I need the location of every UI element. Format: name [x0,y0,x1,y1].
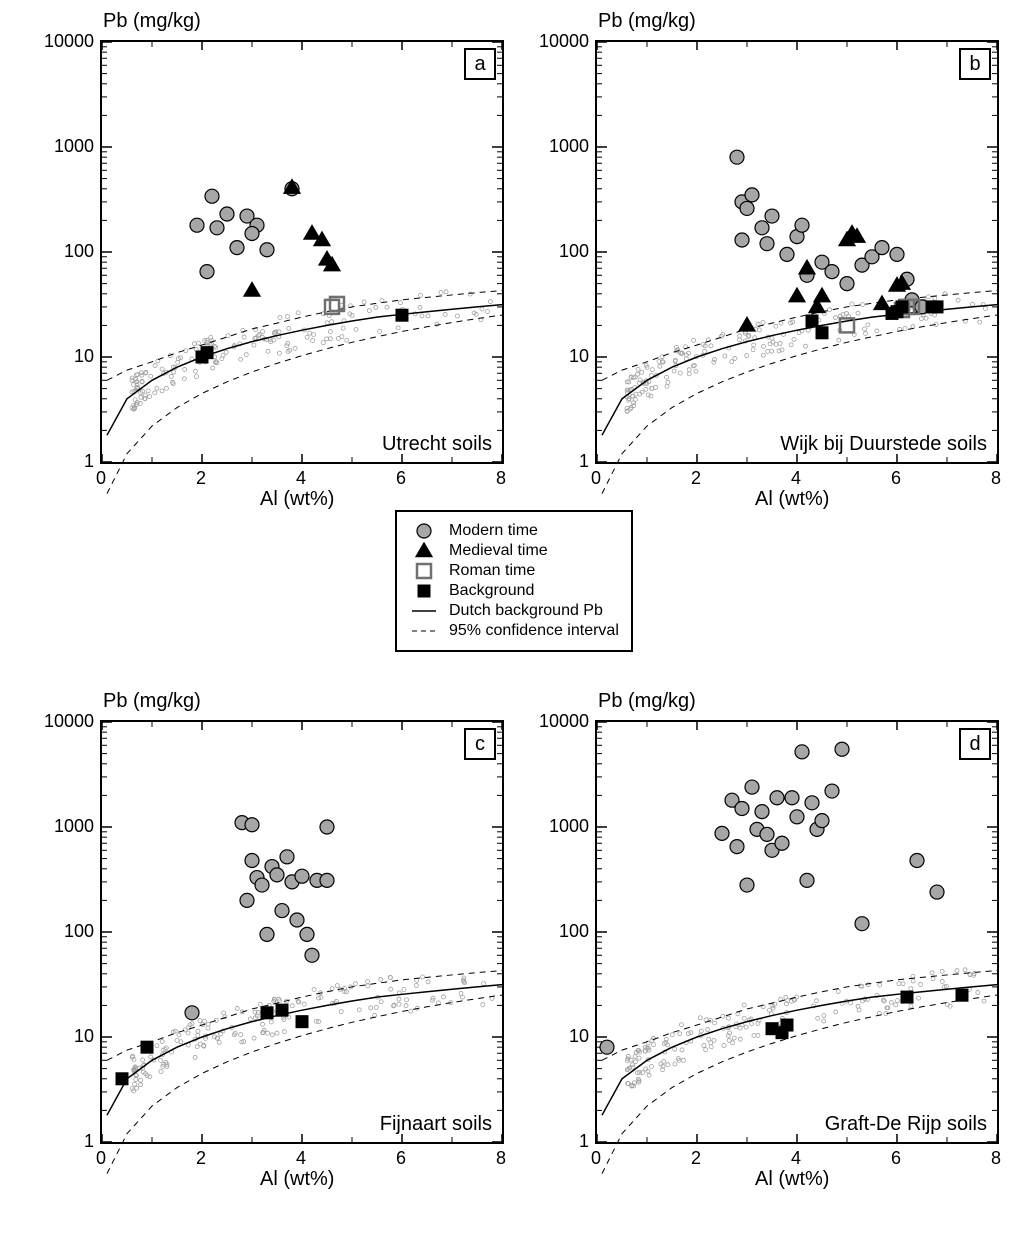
xtick-label: 4 [791,1148,801,1169]
legend-item: Background [409,582,619,600]
xtick-label: 0 [96,1148,106,1169]
legend-item: Medieval time [409,542,619,560]
panel-title: Utrecht soils [382,433,492,456]
ytick-label: 1 [579,1131,589,1152]
legend-label: 95% confidence interval [449,622,619,640]
panel-letter: d [959,728,991,760]
legend-label: Medieval time [449,542,548,560]
legend-label: Background [449,582,534,600]
legend-symbol [409,562,439,580]
ytick-label: 1000 [549,816,589,837]
legend-label: Dutch background Pb [449,602,603,620]
x-axis-label: Al (wt%) [755,1168,829,1191]
ytick-label: 10000 [539,711,589,732]
xtick-label: 8 [991,468,1001,489]
panel-c: 02468110100100010000cFijnaart soils [100,720,504,1144]
legend-symbol [409,622,439,640]
legend-symbol [409,582,439,600]
panel-title: Wijk bij Duurstede soils [780,433,987,456]
xtick-label: 0 [591,468,601,489]
legend: Modern time Medieval time Roman time Backgr… [395,510,633,652]
xtick-label: 6 [891,468,901,489]
ytick-label: 10 [569,346,589,367]
ytick-label: 100 [559,921,589,942]
xtick-label: 0 [591,1148,601,1169]
legend-label: Roman time [449,562,535,580]
xtick-label: 0 [96,468,106,489]
legend-item: Dutch background Pb [409,602,619,620]
ytick-label: 100 [64,921,94,942]
ytick-label: 10 [74,346,94,367]
xtick-label: 8 [496,468,506,489]
xtick-label: 2 [196,468,206,489]
x-axis-label: Al (wt%) [755,488,829,511]
ytick-label: 1000 [54,816,94,837]
legend-symbol [409,542,439,560]
legend-symbol [409,602,439,620]
ytick-label: 1000 [54,136,94,157]
legend-symbol [409,522,439,540]
y-axis-label: Pb (mg/kg) [598,10,696,33]
ytick-label: 10000 [539,31,589,52]
ytick-label: 10 [74,1026,94,1047]
ytick-label: 10000 [44,31,94,52]
xtick-label: 8 [496,1148,506,1169]
panel-b: 02468110100100010000bWijk bij Duurstede … [595,40,999,464]
xtick-label: 2 [691,468,701,489]
x-axis-label: Al (wt%) [260,488,334,511]
xtick-label: 2 [196,1148,206,1169]
figure-root: 02468110100100010000aUtrecht soilsPb (mg… [0,0,1024,1233]
y-axis-label: Pb (mg/kg) [103,10,201,33]
x-axis-label: Al (wt%) [260,1168,334,1191]
panel-a: 02468110100100010000aUtrecht soils [100,40,504,464]
ytick-label: 100 [64,241,94,262]
xtick-label: 4 [296,468,306,489]
panel-title: Fijnaart soils [380,1113,492,1136]
ytick-label: 1 [579,451,589,472]
legend-item: Roman time [409,562,619,580]
ytick-label: 1 [84,1131,94,1152]
ytick-label: 10 [569,1026,589,1047]
xtick-label: 4 [791,468,801,489]
panel-letter: b [959,48,991,80]
xtick-label: 6 [396,1148,406,1169]
legend-item: Modern time [409,522,619,540]
panel-letter: c [464,728,496,760]
ytick-label: 1000 [549,136,589,157]
panel-letter: a [464,48,496,80]
ytick-label: 100 [559,241,589,262]
legend-item: 95% confidence interval [409,622,619,640]
panel-d: 02468110100100010000dGraft-De Rijp soils [595,720,999,1144]
y-axis-label: Pb (mg/kg) [598,690,696,713]
legend-label: Modern time [449,522,538,540]
ytick-label: 1 [84,451,94,472]
xtick-label: 6 [891,1148,901,1169]
xtick-label: 8 [991,1148,1001,1169]
ytick-label: 10000 [44,711,94,732]
xtick-label: 2 [691,1148,701,1169]
panel-title: Graft-De Rijp soils [825,1113,987,1136]
xtick-label: 6 [396,468,406,489]
y-axis-label: Pb (mg/kg) [103,690,201,713]
xtick-label: 4 [296,1148,306,1169]
